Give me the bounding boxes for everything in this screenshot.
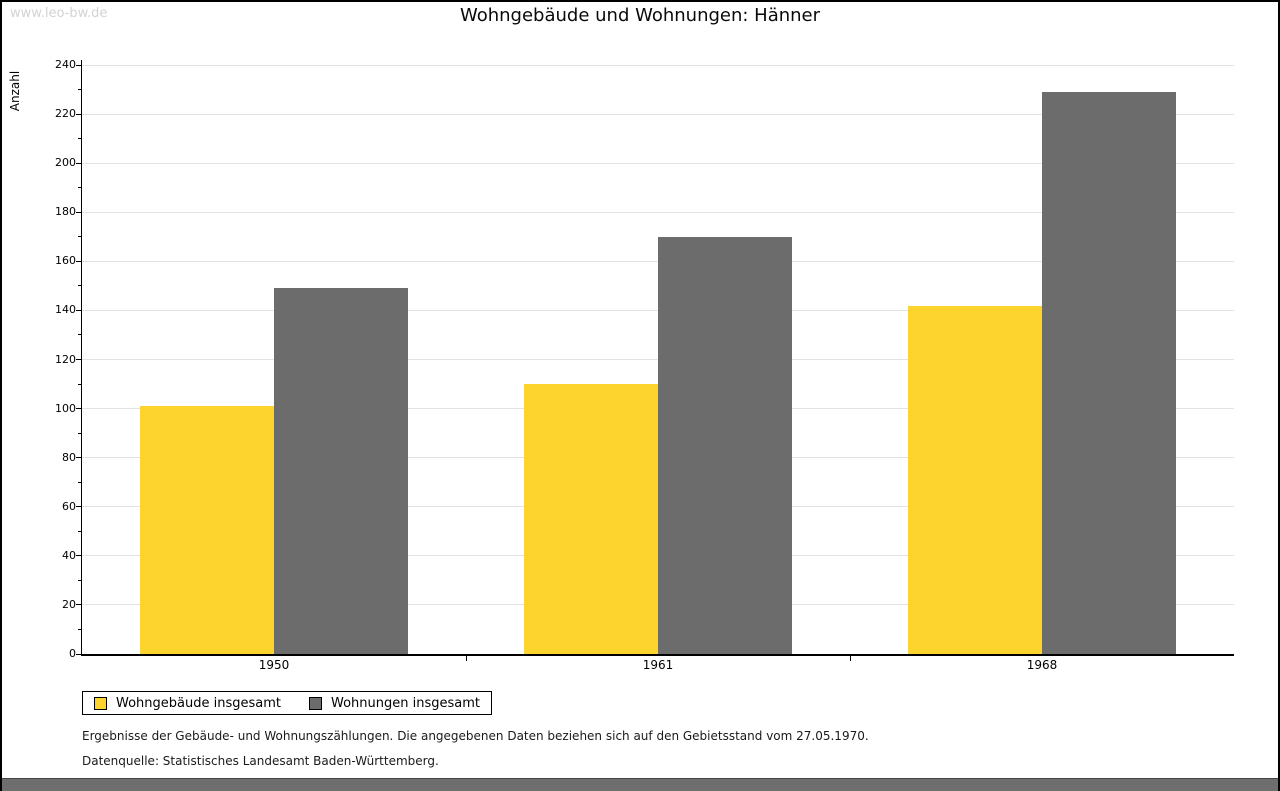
legend-label: Wohnungen insgesamt — [331, 695, 480, 711]
bar-1961-wohngebaeude — [524, 384, 658, 654]
y-tick — [78, 187, 82, 189]
y-tick — [78, 530, 82, 532]
y-tick — [76, 260, 82, 262]
y-tick-label: 20 — [62, 597, 76, 611]
y-tick — [78, 334, 82, 336]
y-tick — [76, 64, 82, 66]
bar-1968-wohnungen — [1042, 91, 1176, 654]
y-tick — [78, 481, 82, 483]
y-tick — [78, 236, 82, 238]
y-tick — [78, 628, 82, 630]
y-tick-label: 140 — [55, 303, 76, 317]
x-axis-line — [80, 654, 1234, 656]
x-axis-label: 1968 — [1026, 658, 1058, 672]
y-axis-line — [80, 60, 82, 654]
footer-bar — [2, 778, 1278, 791]
y-tick — [76, 555, 82, 557]
gridline — [82, 162, 1234, 164]
y-tick — [76, 457, 82, 459]
legend-swatch — [94, 696, 107, 710]
bar-1968-wohngebaeude — [908, 305, 1042, 654]
bar-1950-wohnungen — [274, 288, 408, 654]
y-tick-label: 60 — [62, 499, 76, 513]
y-tick — [78, 383, 82, 385]
y-tick-label: 160 — [55, 254, 76, 268]
legend-item-wohngebaeude: Wohngebäude insgesamt — [94, 696, 281, 711]
y-axis-title: Anzahl — [8, 70, 22, 112]
x-axis-label: 1950 — [258, 658, 290, 672]
y-tick — [78, 89, 82, 91]
x-tick — [850, 654, 851, 661]
y-tick-label: 200 — [55, 156, 76, 170]
y-tick-label: 240 — [55, 58, 76, 71]
y-tick-label: 100 — [55, 401, 76, 415]
y-tick — [76, 359, 82, 360]
y-tick-label: 40 — [62, 548, 76, 562]
y-tick — [76, 408, 82, 410]
y-tick — [76, 604, 82, 606]
y-tick — [76, 653, 82, 655]
y-tick — [78, 285, 82, 287]
footnote-line-1: Ergebnisse der Gebäude- und Wohnungszähl… — [82, 729, 869, 743]
y-tick-label: 0 — [69, 647, 76, 660]
y-tick — [76, 309, 82, 311]
chart-legend: Wohngebäude insgesamt Wohnungen insgesamt — [82, 691, 492, 715]
y-tick — [76, 162, 82, 164]
y-tick-label: 120 — [55, 352, 76, 366]
gridline — [82, 211, 1234, 213]
chart-title: Wohngebäude und Wohnungen: Hänner — [459, 5, 821, 26]
y-tick-label: 220 — [55, 107, 76, 121]
watermark: www.leo-bw.de — [10, 6, 108, 21]
y-tick — [78, 432, 82, 434]
gridline — [82, 113, 1234, 115]
y-tick — [76, 113, 82, 115]
y-tick — [76, 506, 82, 508]
y-tick — [76, 211, 82, 213]
legend-label: Wohngebäude insgesamt — [116, 695, 281, 711]
x-tick — [466, 654, 467, 661]
y-tick-label: 180 — [55, 205, 76, 219]
y-tick-label: 80 — [62, 450, 76, 464]
footnote-line-2: Datenquelle: Statistisches Landesamt Bad… — [82, 754, 439, 768]
gridline — [82, 64, 1234, 66]
bar-1961-wohnungen — [658, 236, 792, 654]
y-tick — [78, 138, 82, 140]
legend-item-wohnungen: Wohnungen insgesamt — [309, 696, 480, 711]
legend-swatch — [309, 696, 322, 710]
x-axis-label: 1961 — [642, 658, 674, 672]
y-tick — [78, 579, 82, 581]
bar-1950-wohngebaeude — [140, 406, 274, 654]
